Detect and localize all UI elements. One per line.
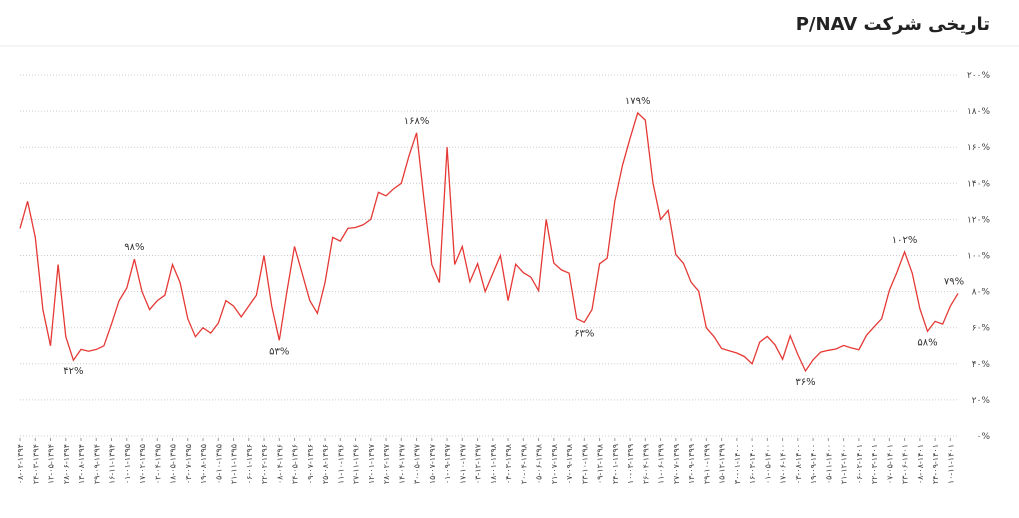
annotation: ۴۲% bbox=[63, 366, 83, 377]
x-tick-label: ۱۹-۰۸-۱۳۹۵ bbox=[199, 444, 208, 484]
x-tick-label: ۰۱-۰۵-۱۴۰۰ bbox=[763, 444, 772, 484]
x-tick-label: ۰۶-۰۲-۱۴۰۱ bbox=[855, 444, 864, 484]
x-tick-label: ۱۵-۰۷-۱۳۹۷ bbox=[428, 443, 437, 484]
line-series bbox=[19, 111, 959, 373]
y-tick-label: ۱۲۰% bbox=[967, 215, 991, 225]
annotation: ۱۰۲% bbox=[892, 235, 918, 246]
annotation: ۱۶۸% bbox=[404, 116, 430, 127]
x-tick-label: ۰۱-۰۹-۱۳۹۷ bbox=[443, 443, 452, 484]
x-tick-label: ۲۴-۰۳-۱۳۹۴ bbox=[31, 444, 40, 484]
x-tick-label: ۲۱-۰۷-۱۳۹۸ bbox=[550, 443, 559, 484]
x-tick-label: ۱۶-۰۳-۱۴۰۰ bbox=[748, 444, 757, 484]
y-tick-label: ۱۴۰% bbox=[967, 179, 991, 189]
x-tick-label: ۲۳-۱۰-۱۳۹۸ bbox=[580, 443, 589, 484]
annotation: ۱۷۹% bbox=[625, 96, 651, 107]
y-tick-label: ۲۰% bbox=[972, 396, 991, 406]
x-tick-label: ۰۲-۰۴-۱۳۹۵ bbox=[153, 444, 162, 484]
y-tick-label: ۸۰% bbox=[972, 288, 991, 298]
x-tick-label: ۱۳-۰۹-۱۳۹۹ bbox=[687, 444, 696, 484]
x-tick-label: ۰۱-۰۱-۱۳۹۵ bbox=[123, 444, 132, 484]
y-tick-label: ۶۰% bbox=[972, 324, 991, 334]
x-tick-label: ۱۷-۰۶-۱۴۰۰ bbox=[779, 444, 788, 484]
x-tick-label: ۲۵-۰۸-۱۳۹۶ bbox=[321, 444, 330, 484]
x-tick-label: ۰۵-۱۱-۱۴۰۰ bbox=[824, 444, 833, 484]
x-tick-label: ۰۵-۱۰-۱۳۹۵ bbox=[214, 444, 223, 484]
x-tick-label: ۰۵-۰۶-۱۳۹۸ bbox=[535, 443, 544, 484]
x-tick-label: ۱۸-۰۱-۱۳۹۸ bbox=[489, 443, 498, 484]
x-tick-label: ۱۴-۰۴-۱۳۹۷ bbox=[397, 443, 406, 484]
chart-title: P/NAV تاریخی شرکت bbox=[796, 14, 990, 35]
x-tick-label: ۰۹-۰۷-۱۳۹۶ bbox=[306, 444, 315, 484]
x-tick-label: ۲۸-۰۲-۱۳۹۷ bbox=[382, 443, 391, 484]
x-tick-label: ۰۸-۰۴-۱۳۹۶ bbox=[275, 444, 284, 484]
x-tick-label: ۱۲-۰۵-۱۳۹۴ bbox=[47, 444, 56, 484]
x-tick-label: ۰۹-۱۲-۱۳۹۸ bbox=[596, 443, 605, 484]
x-tick-label: ۲۳-۰۶-۱۴۰۱ bbox=[901, 444, 910, 484]
x-tick-label: ۲۱-۱۲-۱۴۰۰ bbox=[840, 444, 849, 484]
x-tick-label: ۲۷-۱۱-۱۳۹۶ bbox=[352, 444, 361, 484]
x-tick-label: ۰۳-۰۸-۱۴۰۰ bbox=[794, 444, 803, 484]
x-tick-label: ۰۳-۱۲-۱۳۹۷ bbox=[474, 443, 483, 484]
x-tick-label: ۱۷-۱۰-۱۳۹۷ bbox=[458, 443, 467, 484]
annotation: ۳۶% bbox=[795, 377, 815, 388]
y-tick-label: ۴۰% bbox=[972, 360, 991, 370]
x-tick-label: ۱۱-۱۰-۱۳۹۶ bbox=[336, 444, 345, 484]
x-tick-label: ۱۳-۰۸-۱۳۹۴ bbox=[77, 444, 86, 484]
x-tick-label: ۰۸-۰۸-۱۴۰۱ bbox=[916, 444, 925, 484]
x-tick-label: ۰۷-۰۵-۱۴۰۱ bbox=[885, 444, 894, 484]
y-tick-label: ۱۸۰% bbox=[967, 107, 991, 117]
x-tick-label: ۰۶-۰۱-۱۳۹۶ bbox=[245, 444, 254, 484]
annotation: ۶۳% bbox=[574, 328, 594, 339]
annotation: ۷۹% bbox=[944, 276, 964, 287]
x-tick-label: ۲۴-۰۵-۱۳۹۶ bbox=[291, 444, 300, 484]
x-tick-label: ۱۶-۱۱-۱۳۹۴ bbox=[108, 444, 117, 484]
x-tick-label: ۲۸-۰۶-۱۳۹۴ bbox=[62, 444, 71, 484]
x-tick-label: ۱۷-۰۲-۱۳۹۵ bbox=[138, 444, 147, 484]
x-tick-label: ۲۰-۰۴-۱۳۹۸ bbox=[519, 443, 528, 484]
annotation: ۹۸% bbox=[124, 242, 144, 253]
x-tick-label: ۲۱-۱۱-۱۳۹۵ bbox=[230, 444, 239, 484]
x-tick-label: ۱۰-۱۱-۱۴۰۱ bbox=[946, 444, 955, 484]
x-tick-label: ۲۶-۰۴-۱۳۹۹ bbox=[641, 444, 650, 484]
x-tick-label: ۲۷-۰۷-۱۳۹۹ bbox=[672, 444, 681, 484]
x-tick-label: ۰۴-۰۳-۱۳۹۸ bbox=[504, 443, 513, 484]
x-tick-label: ۱۵-۱۲-۱۳۹۹ bbox=[718, 444, 727, 484]
y-tick-label: ۰% bbox=[977, 432, 991, 442]
x-tick-label: ۲۴-۰۱-۱۳۹۹ bbox=[611, 444, 620, 484]
x-tick-label: ۰۸-۰۲-۱۳۹۴ bbox=[16, 444, 25, 484]
annotation: ۵۸% bbox=[917, 337, 937, 348]
x-tick-label: ۲۴-۰۹-۱۴۰۱ bbox=[931, 444, 940, 484]
y-tick-label: ۲۰۰% bbox=[967, 71, 991, 81]
x-tick-label: ۳۰-۰۵-۱۳۹۷ bbox=[413, 443, 422, 484]
y-tick-label: ۱۰۰% bbox=[967, 252, 991, 262]
y-tick-label: ۱۶۰% bbox=[967, 143, 991, 153]
x-tick-label: ۱۲-۰۱-۱۳۹۷ bbox=[367, 443, 376, 484]
x-tick-label: ۲۲-۰۳-۱۴۰۱ bbox=[870, 444, 879, 484]
x-tick-label: ۰۷-۰۹-۱۳۹۸ bbox=[565, 443, 574, 484]
x-tick-label: ۱۸-۰۵-۱۳۹۵ bbox=[169, 444, 178, 484]
x-tick-label: ۳۰-۰۱-۱۴۰۰ bbox=[733, 444, 742, 484]
x-tick-label: ۱۰-۰۳-۱۳۹۹ bbox=[626, 444, 635, 484]
x-tick-label: ۰۳-۰۷-۱۳۹۵ bbox=[184, 444, 193, 484]
annotation: ۵۳% bbox=[269, 346, 289, 357]
x-tick-label: ۲۹-۱۰-۱۳۹۹ bbox=[702, 444, 711, 484]
x-tick-label: ۱۱-۰۶-۱۳۹۹ bbox=[657, 444, 666, 484]
x-tick-label: ۲۹-۰۹-۱۳۹۴ bbox=[92, 444, 101, 484]
x-tick-label: ۱۹-۰۹-۱۴۰۰ bbox=[809, 444, 818, 484]
x-tick-label: ۲۲-۰۲-۱۳۹۶ bbox=[260, 444, 269, 484]
